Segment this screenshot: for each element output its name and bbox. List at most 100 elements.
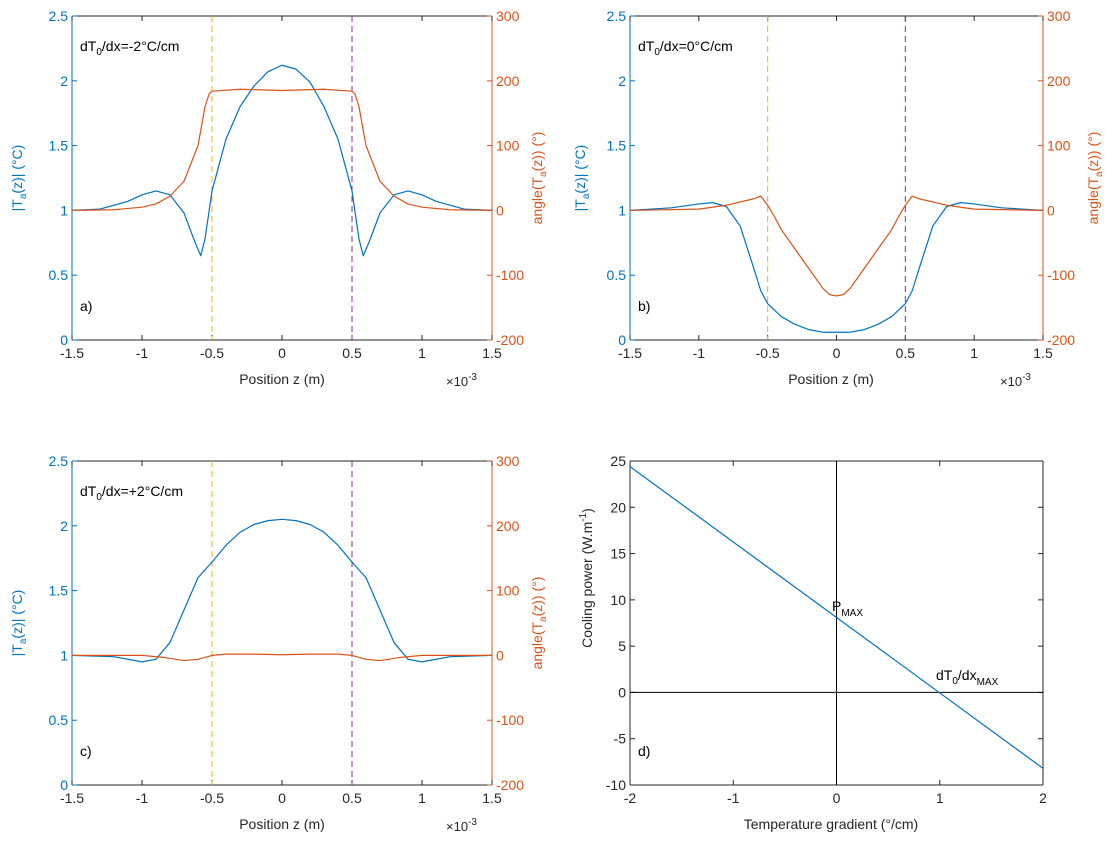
series-line-right [629,195,1044,297]
x-tick-label: 0.5 [342,790,362,806]
x-tick-label: -1.5 [60,345,84,361]
y-tick-label-right: 200 [1047,73,1071,89]
y-tick-label-left: 1.5 [607,138,627,154]
y-tick-label-left: 10 [610,592,626,608]
y-tick-label-left: 1 [618,202,626,218]
y-tick-label-left: 0.5 [49,712,69,728]
x-tick-label: 0.5 [896,345,916,361]
y-tick-label-right: 300 [1047,8,1071,24]
y-tick-label-right: 300 [496,8,520,24]
y-tick-label-left: 0 [60,777,68,793]
panel-c-exponent: ×10-3 [446,817,477,834]
y-tick-label-left: 1.5 [49,138,69,154]
y-tick-label-left: 1 [60,647,68,663]
y-tick-label-left: 25 [610,453,626,469]
y-tick-label-left: 2.5 [49,8,69,24]
y-tick-label-left: 0.5 [49,267,69,283]
x-tick-label: -1.5 [618,345,642,361]
panel-c-label: c) [80,743,92,759]
panel-b-axes: -1.5 -1 -0.5 0 0.5 1 1.5 0 0.5 1 1.5 2 2.5 -200 -100 0 1… [607,8,1076,361]
y-tick-label-left: 0 [618,332,626,348]
x-tick-label: -1 [136,345,149,361]
y-tick-label-right: 0 [496,647,504,663]
y-tick-label-left: 1.5 [49,583,69,599]
x-tick-label: 0.5 [342,345,362,361]
y-tick-label-left: 2 [60,73,68,89]
panel-d-annotation-gradmax: dT0/dxMAX [936,667,999,688]
x-tick-label: 1.5 [1033,345,1053,361]
series-line-right [71,88,493,211]
panel-a-annotation: dT0/dx=-2°C/cm [80,38,179,58]
x-tick-label: 0 [833,345,841,361]
panel-b-data [629,16,1044,340]
y-tick-label-right: -200 [496,332,524,348]
x-tick-label: 1.5 [482,790,502,806]
x-tick-label: 1 [418,345,426,361]
panel-a-xlabel: Position z (m) [239,371,325,387]
y-tick-label-right: 100 [1047,138,1071,154]
panel-d-label: d) [638,743,650,759]
panel-c-ylabel-right: angle(Ta(z)) (°) [529,577,549,670]
panel-c: -1.5 -1 -0.5 0 0.5 1 1.5 0 0.5 1 1.5 2 2.5 -200 -100 0 1… [9,453,549,834]
y-tick-label-left: 2.5 [607,8,627,24]
series-line-left [629,202,1044,333]
y-tick-label-right: -100 [496,267,524,283]
series-line-right [72,653,492,662]
series-line-left [71,64,493,257]
x-tick-label: -2 [624,790,637,806]
y-tick-label-left: 1 [60,202,68,218]
y-tick-label-right: 300 [496,453,520,469]
x-tick-label: 2 [1039,790,1047,806]
panel-b-label: b) [638,298,650,314]
panel-a-exponent: ×10-3 [446,372,477,389]
y-tick-label-left: -10 [606,777,626,793]
panel-d-ylabel: Cooling power (W.m-1) [578,508,595,648]
x-tick-label: 0 [278,345,286,361]
x-tick-label: -1.5 [60,790,84,806]
panel-a: -1.5 -1 -0.5 0 0.5 1 1.5 0 0.5 1 1.5 2 2.5 -200 -100 0 1… [9,8,549,389]
panel-c-data [71,461,493,785]
panel-b-exponent: ×10-3 [1000,372,1031,389]
y-tick-label-left: 2 [618,73,626,89]
panel-d-annotation-pmax: PMAX [832,598,863,619]
y-tick-label-left: 0.5 [607,267,627,283]
y-tick-label-left: 5 [618,638,626,654]
x-tick-label: -0.5 [200,790,224,806]
x-tick-label: 0 [278,790,286,806]
y-tick-label-left: 2 [60,518,68,534]
y-tick-label-left: 0 [618,684,626,700]
y-tick-label-left: 15 [610,546,626,562]
x-tick-label: -1 [693,345,706,361]
panel-a-axes: -1.5 -1 -0.5 0 0.5 1 1.5 0 0.5 1 1.5 2 2.5 -200 -100 0 1… [49,8,525,361]
panel-c-xlabel: Position z (m) [239,816,325,832]
x-tick-label: 1.5 [482,345,502,361]
y-tick-label-left: 2.5 [49,453,69,469]
x-tick-label: -0.5 [756,345,780,361]
series-line-left [629,466,1044,769]
x-tick-label: 1 [970,345,978,361]
panel-b-ylabel-right: angle(Ta(z)) (°) [1085,132,1105,225]
y-tick-label-right: 100 [496,138,520,154]
x-tick-label: 1 [418,790,426,806]
y-tick-label-right: -100 [1047,267,1075,283]
y-tick-label-left: 0 [60,332,68,348]
x-tick-label: -1 [136,790,149,806]
y-tick-label-right: -200 [1047,332,1075,348]
series-line-left [71,518,493,663]
panel-a-ylabel-right: angle(Ta(z)) (°) [529,132,549,225]
y-tick-label-left: 20 [610,499,626,515]
panel-a-label: a) [80,298,92,314]
y-tick-label-right: 100 [496,583,520,599]
x-tick-label: 1 [936,790,944,806]
y-tick-label-right: -200 [496,777,524,793]
y-tick-label-right: 0 [1047,202,1055,218]
panel-b-ylabel-left: |Ta(z)| (°C) [572,145,592,212]
panel-b-annotation: dT0/dx=0°C/cm [638,38,733,58]
y-tick-label-right: 200 [496,518,520,534]
y-tick-label-left: -5 [614,731,627,747]
panel-d-xlabel: Temperature gradient (°/cm) [744,816,918,832]
panel-b-xlabel: Position z (m) [788,371,874,387]
